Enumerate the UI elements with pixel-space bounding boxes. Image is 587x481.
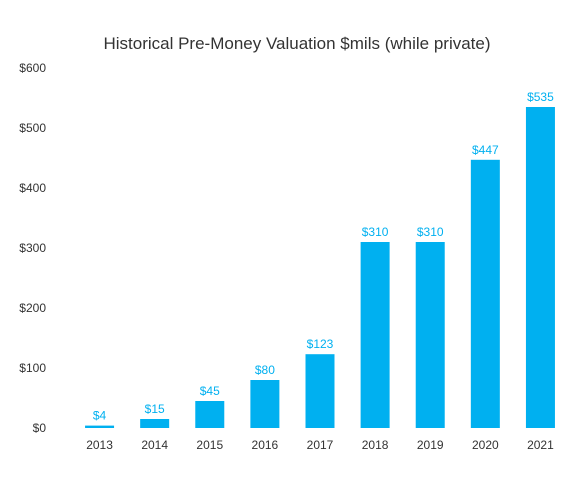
bar-2014 [140,419,170,428]
x-tick-label-2020: 2020 [472,438,499,452]
data-labels: $4 $15 $45 $80 $123 $310 $310 $447 $535 [93,90,554,423]
x-tick-label-2016: 2016 [252,438,279,452]
bar-2019 [415,242,445,428]
data-label-2014: $15 [145,402,165,416]
bar-2021 [525,107,555,428]
x-tick-label-2013: 2013 [86,438,113,452]
x-tick-label-2018: 2018 [362,438,389,452]
bar-2018 [360,242,390,428]
y-tick-label: $400 [19,181,46,195]
data-label-2015: $45 [200,384,220,398]
y-tick-label: $0 [33,421,47,435]
bars [85,107,555,429]
x-tick-label-2019: 2019 [417,438,444,452]
data-label-2020: $447 [472,143,499,157]
y-axis: $0 $100 $200 $300 $400 $500 $600 [19,61,46,435]
data-label-2016: $80 [255,363,275,377]
x-tick-label-2015: 2015 [196,438,223,452]
x-tick-label-2017: 2017 [307,438,334,452]
y-tick-label: $200 [19,301,46,315]
chart-title: Historical Pre-Money Valuation $mils (wh… [103,34,490,53]
bar-2013 [85,425,115,428]
x-axis: 2013 2014 2015 2016 2017 2018 2019 2020 2021 [86,438,554,452]
data-label-2017: $123 [307,337,334,351]
bar-2016 [250,380,280,428]
bar-2015 [195,401,225,428]
data-label-2018: $310 [362,225,389,239]
x-tick-label-2021: 2021 [527,438,554,452]
data-label-2021: $535 [527,90,554,104]
y-tick-label: $300 [19,241,46,255]
data-label-2013: $4 [93,409,107,423]
y-tick-label: $100 [19,361,46,375]
y-tick-label: $600 [19,61,46,75]
bar-2020 [470,159,500,429]
bar-2017 [305,354,335,428]
x-tick-label-2014: 2014 [141,438,168,452]
y-tick-label: $500 [19,121,46,135]
data-label-2019: $310 [417,225,444,239]
